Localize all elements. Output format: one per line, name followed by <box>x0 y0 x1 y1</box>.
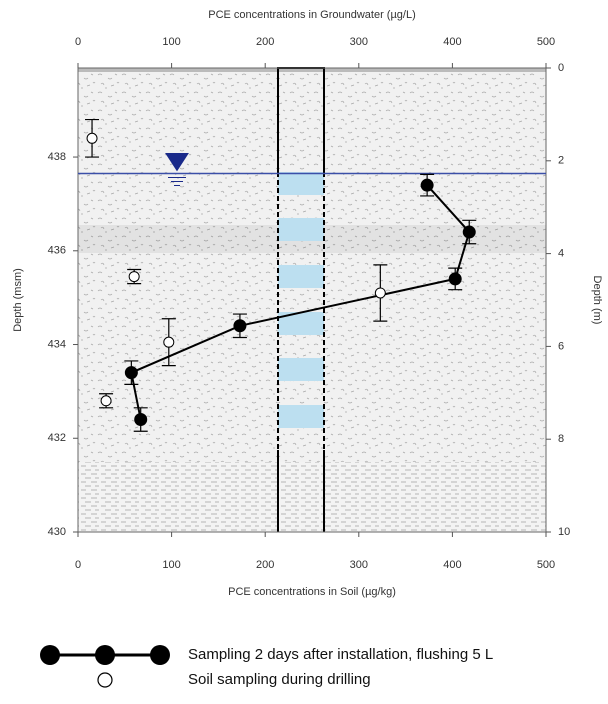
screen <box>278 172 324 195</box>
screen <box>278 265 324 288</box>
screen <box>278 312 324 335</box>
plot-frame <box>77 67 547 533</box>
data-point <box>462 225 476 239</box>
x2-axis-label: PCE concentrations in Groundwater (µg/L) <box>208 9 416 21</box>
y-tick-label: 436 <box>48 245 66 257</box>
x2-tick-label: 200 <box>256 36 274 48</box>
y-tick-label: 432 <box>48 432 66 444</box>
y2-tick-label: 6 <box>558 340 564 352</box>
data-point <box>233 319 247 333</box>
legend-marker <box>150 645 170 665</box>
y2-tick-label: 4 <box>558 248 564 260</box>
screen <box>278 218 324 241</box>
x-tick-label: 0 <box>75 559 81 571</box>
background <box>78 68 546 532</box>
x-axis-label: PCE concentrations in Soil (µg/kg) <box>228 586 396 598</box>
data-point <box>128 271 140 283</box>
y-tick-label: 430 <box>48 526 66 538</box>
y-tick-label: 438 <box>48 151 66 163</box>
water-symbol <box>165 152 189 186</box>
legend: Sampling 2 days after installation, flus… <box>40 645 493 688</box>
y-tick-label: 434 <box>48 338 66 350</box>
well <box>277 67 325 532</box>
screen <box>278 405 324 428</box>
series-line <box>130 184 471 420</box>
x-tick-label: 100 <box>162 559 180 571</box>
y2-tick-label: 0 <box>558 62 564 74</box>
y2-tick-label: 2 <box>558 155 564 167</box>
data-point <box>374 287 386 299</box>
data-point <box>100 395 112 407</box>
y-axis-label: Depth (msm) <box>12 268 24 332</box>
x2-tick-label: 100 <box>162 36 180 48</box>
y2-tick-label: 10 <box>558 526 570 538</box>
x-tick-label: 300 <box>350 559 368 571</box>
legend-marker <box>40 645 60 665</box>
legend-marker <box>95 645 115 665</box>
surface <box>78 68 546 72</box>
filter <box>277 172 325 450</box>
x-tick-label: 500 <box>537 559 555 571</box>
data-point <box>124 366 138 380</box>
x2-tick-label: 400 <box>443 36 461 48</box>
legend-label: Sampling 2 days after installation, flus… <box>188 646 493 663</box>
legend-label: Soil sampling during drilling <box>188 671 371 688</box>
x2-tick-label: 300 <box>350 36 368 48</box>
x-tick-label: 400 <box>443 559 461 571</box>
silt-layer <box>78 462 546 532</box>
data-point <box>163 336 175 348</box>
y2-axis-label: Depth (m) <box>591 276 603 325</box>
data-point <box>420 178 434 192</box>
x-tick-label: 200 <box>256 559 274 571</box>
data-point <box>134 413 148 427</box>
data-point <box>448 272 462 286</box>
screen <box>278 358 324 381</box>
data-point <box>86 132 98 144</box>
x2-tick-label: 500 <box>537 36 555 48</box>
legend-marker <box>97 672 113 688</box>
x2-tick-label: 0 <box>75 36 81 48</box>
y2-tick-label: 8 <box>558 433 564 445</box>
